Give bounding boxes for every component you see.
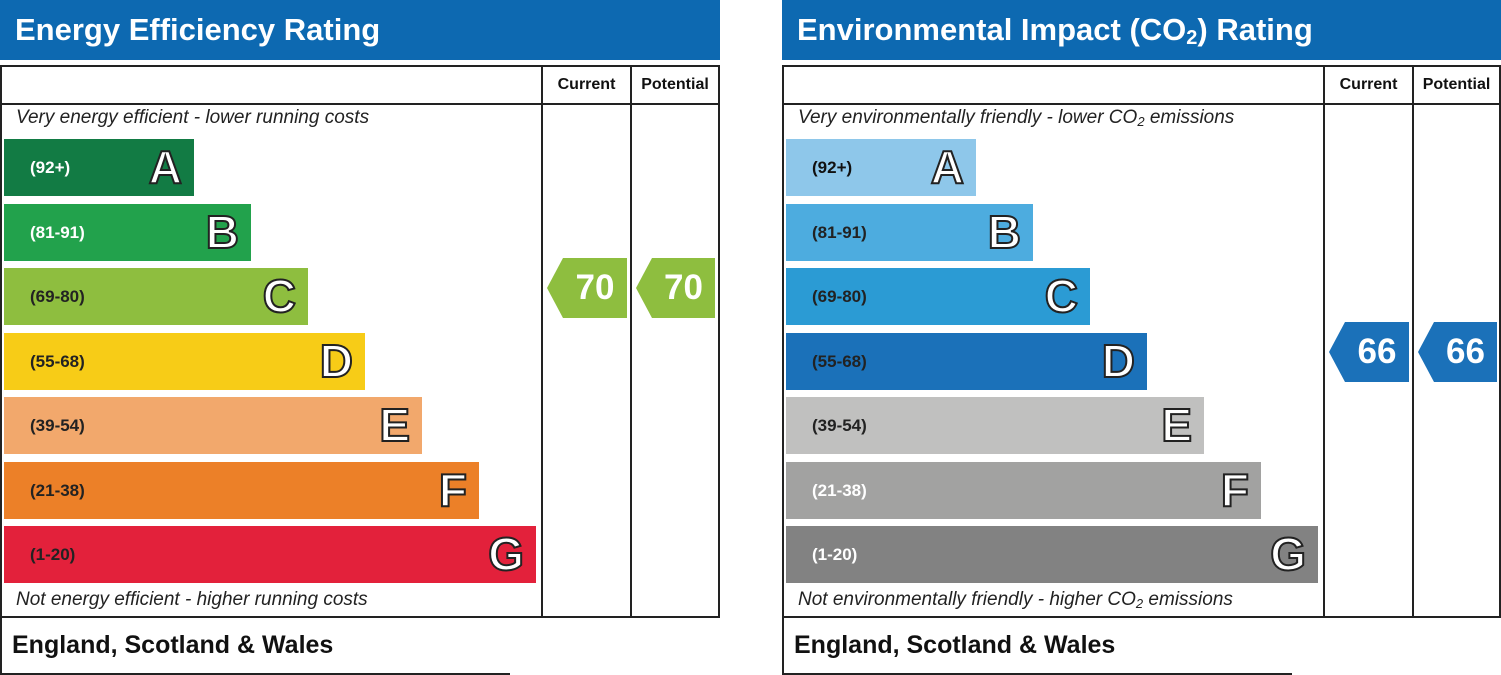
potential-rating-marker: 70 (636, 257, 715, 318)
band-letter: C (262, 269, 297, 323)
band-e: (39-54) E (786, 397, 1204, 454)
band-range: (69-80) (30, 287, 85, 306)
marker-arrow (1418, 322, 1434, 382)
band-b: (81-91) B (786, 203, 1033, 261)
marker-arrow (547, 257, 563, 318)
marker-arrow (1329, 322, 1345, 382)
band-a: (92+) A (4, 139, 194, 196)
potential-rating-value: 66 (1446, 332, 1485, 371)
band-letter: B (987, 205, 1022, 259)
band-range: (1-20) (812, 545, 858, 564)
band-letter: F (438, 463, 468, 517)
top-caption: Very energy efficient - lower running co… (16, 107, 370, 128)
band-range: (81-91) (30, 222, 85, 242)
current-rating-value: 66 (1357, 332, 1397, 371)
column-divider (541, 67, 543, 616)
current-rating-marker: 70 (547, 257, 627, 318)
band-c: (69-80) C (786, 268, 1090, 325)
band-letter: A (148, 140, 183, 194)
band-range: (1-20) (30, 545, 76, 564)
band-letter: E (1160, 398, 1193, 452)
marker-body (563, 257, 627, 318)
marker-body (652, 257, 715, 318)
band-range: (21-38) (30, 480, 85, 500)
band-f: (21-38) F (786, 461, 1261, 519)
column-divider (1412, 67, 1414, 616)
potential-rating-marker: 66 (1418, 322, 1497, 382)
band-range: (92+) (30, 158, 71, 177)
band-letter: G (1269, 527, 1307, 581)
environmental-impact-table: Current Potential Very environmentally f… (782, 65, 1501, 618)
band-letter: D (1101, 334, 1136, 388)
band-range: (55-68) (30, 351, 85, 371)
marker-body (1345, 322, 1409, 382)
current-rating-value: 70 (575, 267, 615, 307)
band-letter: C (1044, 269, 1079, 323)
band-letter: E (378, 398, 411, 452)
band-range: (92+) (812, 158, 853, 177)
environmental-impact-panel: Environmental Impact (CO2) Rating Curren… (782, 0, 1501, 675)
potential-rating-value: 70 (664, 267, 703, 307)
band-g: (1-20) G (4, 526, 536, 583)
band-range: (39-54) (812, 416, 867, 435)
band-letter: D (319, 334, 354, 388)
bottom-caption: Not environmentally friendly - higher CO… (798, 589, 1233, 611)
band-b: (81-91) B (4, 203, 251, 261)
energy-efficiency-title: Energy Efficiency Rating (0, 0, 720, 60)
band-range: (55-68) (812, 351, 867, 371)
column-header-potential: Potential (1422, 76, 1491, 93)
column-header-potential: Potential (641, 76, 709, 93)
column-header-current: Current (557, 76, 616, 93)
band-e: (39-54) E (4, 397, 422, 454)
header-divider (784, 103, 1323, 105)
region-footer: England, Scotland & Wales (0, 618, 510, 675)
band-letter: F (1220, 463, 1250, 517)
environmental-impact-title: Environmental Impact (CO2) Rating (782, 0, 1501, 60)
band-d: (55-68) D (786, 332, 1147, 390)
band-range: (21-38) (812, 480, 867, 500)
band-letter: G (487, 527, 525, 581)
band-letter: B (205, 205, 240, 259)
marker-arrow (636, 257, 652, 318)
top-caption: Very environmentally friendly - lower CO… (798, 107, 1235, 129)
band-range: (69-80) (812, 287, 867, 306)
column-divider (1323, 67, 1325, 616)
energy-efficiency-table: Current Potential Very energy efficient … (0, 65, 720, 618)
header-divider (1324, 103, 1499, 105)
bottom-caption: Not energy efficient - higher running co… (16, 589, 368, 610)
energy-efficiency-panel: Energy Efficiency Rating Current Potenti… (0, 0, 720, 675)
column-header-current: Current (1339, 76, 1398, 93)
marker-body (1434, 322, 1497, 382)
band-range: (81-91) (812, 222, 867, 242)
band-d: (55-68) D (4, 332, 365, 390)
column-divider (630, 67, 632, 616)
current-rating-marker: 66 (1329, 322, 1409, 382)
band-g: (1-20) G (786, 526, 1318, 583)
region-footer: England, Scotland & Wales (782, 618, 1292, 675)
band-range: (39-54) (30, 416, 85, 435)
band-a: (92+) A (786, 139, 976, 196)
header-divider (2, 103, 542, 105)
band-f: (21-38) F (4, 461, 479, 519)
band-letter: A (930, 140, 965, 194)
band-c: (69-80) C (4, 268, 308, 325)
